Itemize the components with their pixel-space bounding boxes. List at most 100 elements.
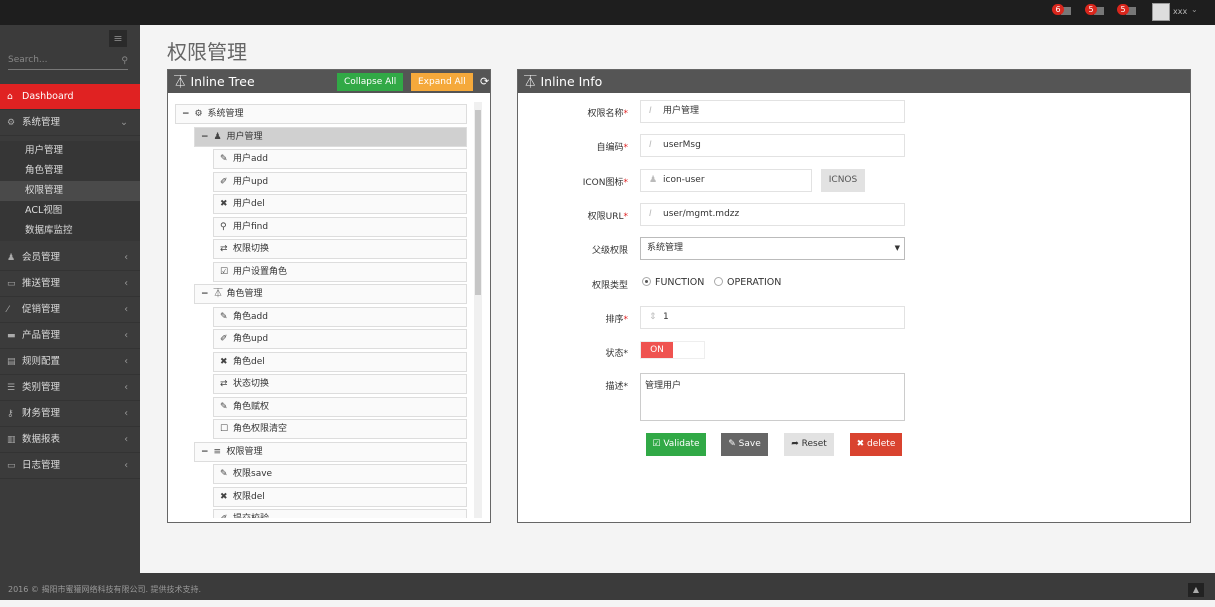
text-cursor-icon: I [649, 209, 652, 219]
tree-node[interactable]: ✐ 提交校验 [213, 509, 467, 518]
tree-node-label: 角色管理 [226, 289, 263, 299]
envelope-icon [1094, 7, 1104, 15]
notification-messages[interactable]: 5 [1085, 4, 1107, 18]
sort-icon: ⇕ [649, 312, 657, 322]
collapse-toggle-icon[interactable]: − [201, 446, 209, 457]
edit-icon: ✐ [220, 176, 228, 187]
delete-button[interactable]: ✖ delete [850, 433, 902, 456]
tree-node[interactable]: ✖ 用户del [213, 194, 467, 214]
sidebar-sub-db-monitor[interactable]: 数据库监控 [0, 221, 140, 241]
notification-tasks[interactable]: 5 [1117, 4, 1139, 18]
list-icon: ☰ [7, 383, 16, 393]
search-input[interactable]: Search... ⚲ [8, 55, 128, 70]
tree-node[interactable]: ⚲ 用户find [213, 216, 467, 237]
chevron-down-icon[interactable]: ⌄ [1191, 5, 1198, 14]
sidebar-item-logs[interactable]: ▭ 日志管理 ‹ [0, 453, 140, 479]
sidebar-item-product[interactable]: ▬ 产品管理 ‹ [0, 323, 140, 349]
home-icon: ⌂ [7, 92, 13, 102]
save-button[interactable]: ✎ Save [721, 433, 768, 456]
status-toggle[interactable]: ON [640, 341, 705, 359]
tree-node[interactable]: ✎ 角色add [213, 306, 467, 327]
tree-node[interactable]: ⇄ 权限切换 [213, 239, 467, 259]
tree-node-label: 权限del [233, 491, 265, 502]
tree-node[interactable]: ✐ 用户upd [213, 171, 467, 192]
reset-button[interactable]: ➦ Reset [784, 433, 834, 456]
tree-node[interactable]: ✖ 角色del [213, 351, 467, 372]
sidebar-sub-user[interactable]: 用户管理 [0, 141, 140, 161]
expand-all-button[interactable]: Expand All [411, 73, 473, 91]
tree-node[interactable]: − ⏄ 角色管理 [194, 284, 467, 304]
sidebar-item-rules[interactable]: ▤ 规则配置 ‹ [0, 349, 140, 375]
search-icon[interactable]: ⚲ [121, 56, 128, 66]
scroll-top-icon[interactable]: ▲ [1188, 583, 1204, 597]
tree-node[interactable]: ☐ 角色权限清空 [213, 419, 467, 439]
pencil-icon: ✎ [220, 469, 228, 479]
tree-node[interactable]: ☑ 用户设置角色 [213, 261, 467, 282]
scrollbar-thumb[interactable] [475, 110, 481, 295]
tree-node[interactable]: ✐ 角色upd [213, 329, 467, 349]
tree-node[interactable]: ✎ 用户add [213, 149, 467, 169]
collapse-toggle-icon[interactable]: − [201, 289, 209, 299]
radio-operation[interactable]: OPERATION [714, 277, 781, 288]
share-icon: ➦ [791, 439, 802, 449]
tasks-icon [1126, 7, 1136, 15]
sidebar-item-push[interactable]: ▭ 推送管理 ‹ [0, 271, 140, 297]
tree-node[interactable]: ✖ 权限del [213, 486, 467, 507]
type-label: 权限类型 [591, 281, 628, 291]
chevron-left-icon: ‹ [124, 460, 128, 471]
tree-node-label: 角色add [233, 311, 268, 322]
collapse-toggle-icon[interactable]: − [182, 109, 190, 119]
tree-list: − ⚙ 系统管理 − ♟ 用户管理 ✎ 用户add ✐ 用户upd ✖ 用户del ⚲ 用户find ⇄ 权限… [168, 94, 474, 518]
validate-button[interactable]: ☑ Validate [646, 433, 706, 456]
tree-node[interactable]: − ♟ 用户管理 [194, 126, 467, 147]
scrollbar[interactable] [474, 102, 482, 518]
sitemap-icon: ⏄ [174, 74, 191, 89]
parent-label: 父级权限 [591, 246, 628, 256]
tree-node[interactable]: ⇄ 状态切换 [213, 374, 467, 394]
sidebar-item-system[interactable]: ⚙ 系统管理 ⌄ [0, 110, 140, 136]
icon-field[interactable]: ♟ icon-user [640, 169, 812, 192]
sidebar-item-promo[interactable]: ⁄ 促销管理 ‹ [0, 297, 140, 323]
tree-node-label: 权限切换 [233, 244, 270, 254]
username[interactable]: xxx [1173, 7, 1188, 16]
tree-node-label: 用户del [233, 199, 265, 209]
tree-node[interactable]: − ⚙ 系统管理 [175, 104, 467, 124]
name-field[interactable]: I 用户管理 [640, 100, 905, 123]
parent-select[interactable]: 系统管理 ▼ [640, 237, 905, 260]
cogs-icon: ⚙ [7, 118, 16, 128]
refresh-icon[interactable]: ⟳ [480, 75, 490, 88]
tree-panel-header: ⏄ Inline Tree [168, 70, 490, 93]
icnos-button[interactable]: ICNOS [821, 169, 865, 192]
sidebar-item-dashboard[interactable]: ⌂ Dashboard [0, 84, 140, 110]
menu-toggle-icon[interactable]: ≡ [109, 30, 127, 47]
tree-node[interactable]: ✎ 角色赋权 [213, 396, 467, 417]
tree-node[interactable]: ✎ 权限save [213, 464, 467, 484]
list-alt-icon: ▤ [7, 357, 16, 367]
radio-function[interactable]: FUNCTION [642, 277, 704, 288]
sidebar-item-finance[interactable]: ⚷ 财务管理 ‹ [0, 401, 140, 427]
times-icon: ✖ [220, 199, 228, 209]
collapse-all-button[interactable]: Collapse All [337, 73, 404, 91]
sidebar-item-member[interactable]: ♟ 会员管理 ‹ [0, 245, 140, 271]
check-square-icon: ☑ [220, 266, 229, 277]
chevron-left-icon: ‹ [124, 304, 128, 315]
chevron-left-icon: ‹ [124, 356, 128, 367]
sidebar-sub-role[interactable]: 角色管理 [0, 161, 140, 181]
sidebar-sub-acl[interactable]: ACL视图 [0, 201, 140, 221]
tree-node[interactable]: − ≡ 权限管理 [194, 441, 467, 462]
pencil-icon: ✎ [728, 439, 739, 449]
notification-warning[interactable]: 6 [1052, 4, 1074, 18]
sidebar-sub-permission[interactable]: 权限管理 [0, 181, 140, 201]
bar-chart-icon: ▥ [7, 435, 16, 445]
collapse-toggle-icon[interactable]: − [201, 131, 209, 142]
description-textarea[interactable]: 管理用户 [640, 373, 905, 421]
sidebar-item-reports[interactable]: ▥ 数据报表 ‹ [0, 427, 140, 453]
order-stepper[interactable]: ⇕ 1 [640, 306, 905, 329]
square-icon: ☐ [220, 424, 229, 434]
desc-label: 描述* [605, 382, 628, 392]
sidebar-item-category[interactable]: ☰ 类别管理 ‹ [0, 375, 140, 401]
avatar[interactable] [1152, 3, 1170, 21]
